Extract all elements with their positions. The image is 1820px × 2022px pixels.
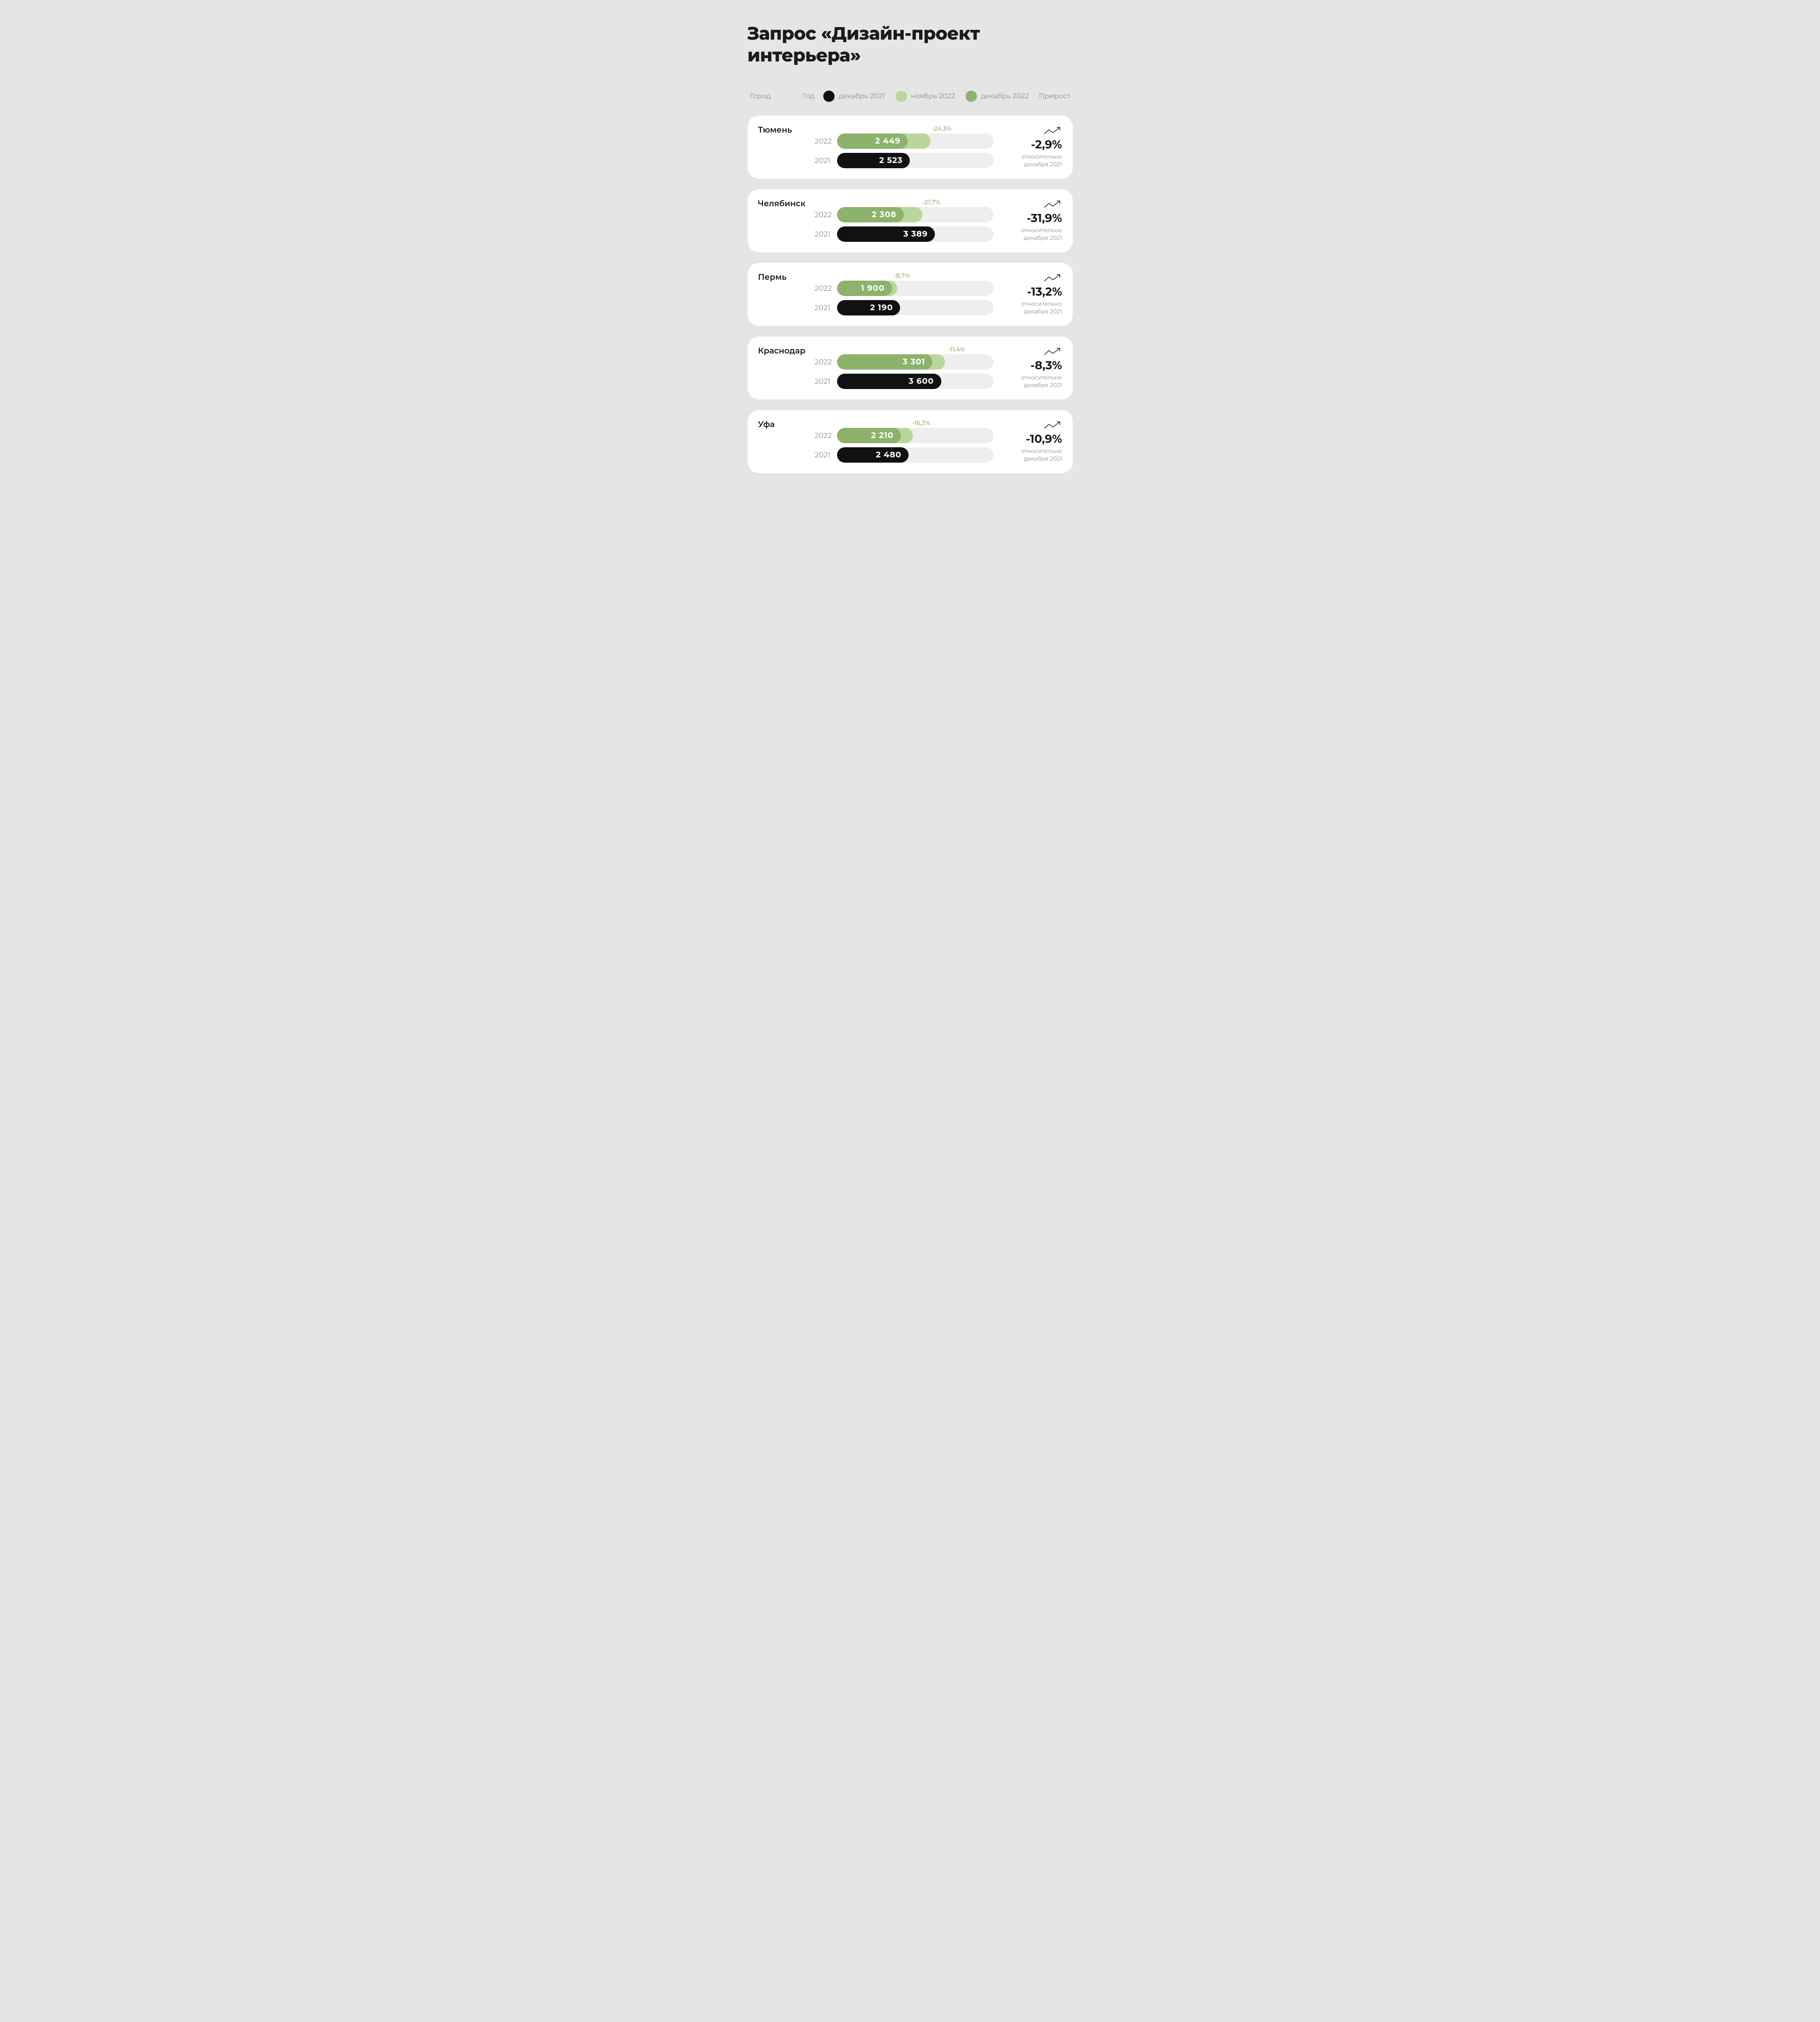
bar-value-dec-2021: 3 600 — [909, 376, 941, 386]
yoy-caption: относительно декабря 2021 — [993, 374, 1062, 389]
bar-track: 2 523 — [837, 153, 993, 168]
year-label: 2021 — [815, 156, 837, 165]
city-name: Краснодар — [758, 345, 815, 389]
bar-value-dec-2021: 2 480 — [876, 450, 909, 460]
bar-value-dec-2021: 2 523 — [879, 156, 910, 165]
trend-up-icon — [1044, 126, 1062, 138]
growth-column: -31,9% относительно декабря 2021 — [993, 198, 1062, 242]
infographic-page: Запрос «Дизайн-проект интерьера» Город Г… — [728, 0, 1092, 508]
year-label: 2022 — [815, 357, 837, 366]
page-title: Запрос «Дизайн-проект интерьера» — [748, 23, 1073, 66]
yoy-caption: относительно декабря 2021 — [993, 300, 1062, 315]
yoy-value: -13,2% — [993, 286, 1062, 298]
yoy-value: -8,3% — [993, 360, 1062, 372]
bar-row-2022: 2022 2 308 — [815, 207, 993, 222]
bar-row-2021: 2021 2 190 — [815, 300, 993, 315]
bar-track: 3 389 — [837, 226, 993, 242]
yoy-caption: относительно декабря 2021 — [993, 153, 1062, 168]
bar-track: 2 308 — [837, 207, 993, 222]
bar-track: 3 301 — [837, 354, 993, 370]
bar-track: 1 900 — [837, 281, 993, 296]
bar-track: 2 210 — [837, 428, 993, 443]
year-label: 2021 — [815, 377, 837, 386]
legend-label: декабрь 2022 — [981, 92, 1029, 100]
bar-value-dec-2021: 3 389 — [903, 229, 935, 239]
mom-delta: -24,3% — [815, 125, 993, 132]
bars-column: -21,7% 2022 2 308 2021 3 389 — [815, 198, 993, 242]
bar-value-dec-2022: 2 308 — [872, 210, 904, 220]
bars-column: -8,7% 2022 1 900 2021 2 190 — [815, 272, 993, 315]
growth-column: -13,2% относительно декабря 2021 — [993, 272, 1062, 315]
bar-value-dec-2022: 2 449 — [875, 136, 908, 146]
yoy-value: -31,9% — [993, 212, 1062, 225]
bar-row-2022: 2022 1 900 — [815, 281, 993, 296]
year-label: 2021 — [815, 230, 837, 239]
mom-delta: -11,4% — [815, 345, 993, 353]
trend-up-icon — [1044, 421, 1062, 432]
header-row: Город Год декабрь 2021 ноябрь 2022 декаб… — [750, 91, 1070, 102]
city-card: Челябинск -21,7% 2022 2 308 2021 3 389 — [748, 189, 1073, 252]
mom-delta: -21,7% — [815, 198, 993, 205]
mom-delta: -8,7% — [815, 272, 993, 279]
city-name: Уфа — [758, 419, 815, 463]
bar-row-2022: 2022 2 210 — [815, 428, 993, 443]
yoy-caption: относительно декабря 2021 — [993, 447, 1062, 463]
legend-swatch — [896, 91, 907, 102]
column-header-city: Город — [750, 92, 803, 100]
city-name: Челябинск — [758, 198, 815, 242]
year-label: 2021 — [815, 451, 837, 459]
cards-container: Тюмень -24,3% 2022 2 449 2021 2 523 — [748, 116, 1073, 473]
legend-item: декабрь 2022 — [966, 91, 1029, 102]
year-label: 2022 — [815, 137, 837, 146]
bar-row-2021: 2021 3 389 — [815, 226, 993, 242]
trend-up-icon — [1044, 273, 1062, 285]
city-name: Тюмень — [758, 125, 815, 168]
bar-track: 2 190 — [837, 300, 993, 315]
bar-row-2022: 2022 2 449 — [815, 133, 993, 149]
year-label: 2022 — [815, 431, 837, 440]
year-label: 2022 — [815, 284, 837, 293]
trend-up-icon — [1044, 200, 1062, 212]
bar-value-dec-2022: 2 210 — [871, 431, 901, 440]
city-card: Пермь -8,7% 2022 1 900 2021 2 190 — [748, 263, 1073, 326]
bar-row-2021: 2021 2 480 — [815, 447, 993, 463]
bar-value-dec-2021: 2 190 — [870, 303, 900, 313]
growth-column: -2,9% относительно декабря 2021 — [993, 125, 1062, 168]
yoy-value: -2,9% — [993, 139, 1062, 151]
city-card: Краснодар -11,4% 2022 3 301 2021 3 600 — [748, 336, 1073, 400]
legend-label: декабрь 2021 — [839, 92, 885, 100]
bars-column: -16,2% 2022 2 210 2021 2 480 — [815, 419, 993, 463]
bar-value-dec-2022: 3 301 — [903, 357, 932, 367]
bar-row-2022: 2022 3 301 — [815, 354, 993, 370]
legend-swatch — [966, 91, 977, 102]
bar-track: 2 449 — [837, 133, 993, 149]
year-label: 2021 — [815, 303, 837, 312]
legend-item: декабрь 2021 — [823, 91, 885, 102]
bars-column: -24,3% 2022 2 449 2021 2 523 — [815, 125, 993, 168]
trend-up-icon — [1044, 347, 1062, 359]
yoy-caption: относительно декабря 2021 — [993, 226, 1062, 242]
city-name: Пермь — [758, 272, 815, 315]
bar-track: 3 600 — [837, 374, 993, 389]
year-label: 2022 — [815, 210, 837, 219]
legend-item: ноябрь 2022 — [896, 91, 955, 102]
legend-label: ноябрь 2022 — [911, 92, 955, 100]
mom-delta: -16,2% — [815, 419, 993, 426]
bars-column: -11,4% 2022 3 301 2021 3 600 — [815, 345, 993, 389]
bar-track: 2 480 — [837, 447, 993, 463]
bar-row-2021: 2021 3 600 — [815, 374, 993, 389]
column-header-growth: Прирост — [1029, 92, 1070, 100]
legend-swatch — [823, 91, 835, 102]
growth-column: -10,9% относительно декабря 2021 — [993, 419, 1062, 463]
yoy-value: -10,9% — [993, 433, 1062, 446]
bar-row-2021: 2021 2 523 — [815, 153, 993, 168]
bar-value-dec-2022: 1 900 — [861, 283, 892, 293]
growth-column: -8,3% относительно декабря 2021 — [993, 345, 1062, 389]
city-card: Тюмень -24,3% 2022 2 449 2021 2 523 — [748, 116, 1073, 179]
legend: декабрь 2021 ноябрь 2022 декабрь 2022 — [823, 91, 1029, 102]
column-header-year: Год — [803, 92, 823, 100]
city-card: Уфа -16,2% 2022 2 210 2021 2 480 — [748, 410, 1073, 473]
